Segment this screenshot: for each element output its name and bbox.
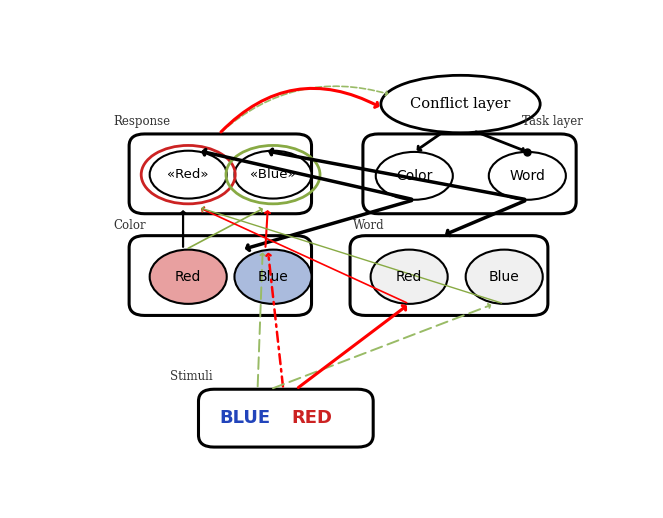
- Text: Red: Red: [175, 270, 202, 284]
- Ellipse shape: [150, 250, 227, 304]
- Ellipse shape: [376, 152, 453, 200]
- Text: BLUE: BLUE: [219, 409, 271, 427]
- FancyBboxPatch shape: [129, 236, 312, 315]
- Text: Response: Response: [114, 115, 171, 128]
- Text: Blue: Blue: [258, 270, 288, 284]
- Ellipse shape: [465, 250, 543, 304]
- Text: «Blue»: «Blue»: [250, 168, 296, 181]
- Text: Color: Color: [396, 169, 432, 183]
- FancyBboxPatch shape: [198, 389, 373, 447]
- Text: Word: Word: [353, 219, 385, 232]
- Ellipse shape: [489, 152, 566, 200]
- Ellipse shape: [235, 151, 312, 198]
- Ellipse shape: [371, 250, 448, 304]
- FancyBboxPatch shape: [350, 236, 548, 315]
- Ellipse shape: [150, 151, 227, 198]
- FancyBboxPatch shape: [129, 134, 312, 214]
- FancyBboxPatch shape: [363, 134, 576, 214]
- Text: Conflict layer: Conflict layer: [410, 97, 511, 111]
- Text: «Red»: «Red»: [168, 168, 209, 181]
- Text: Stimuli: Stimuli: [170, 370, 213, 383]
- Text: Color: Color: [114, 219, 147, 232]
- Text: Word: Word: [509, 169, 545, 183]
- Ellipse shape: [235, 250, 312, 304]
- Ellipse shape: [381, 75, 540, 133]
- Text: RED: RED: [291, 409, 332, 427]
- Text: Blue: Blue: [489, 270, 520, 284]
- Text: Task layer: Task layer: [522, 115, 583, 128]
- Text: Red: Red: [396, 270, 422, 284]
